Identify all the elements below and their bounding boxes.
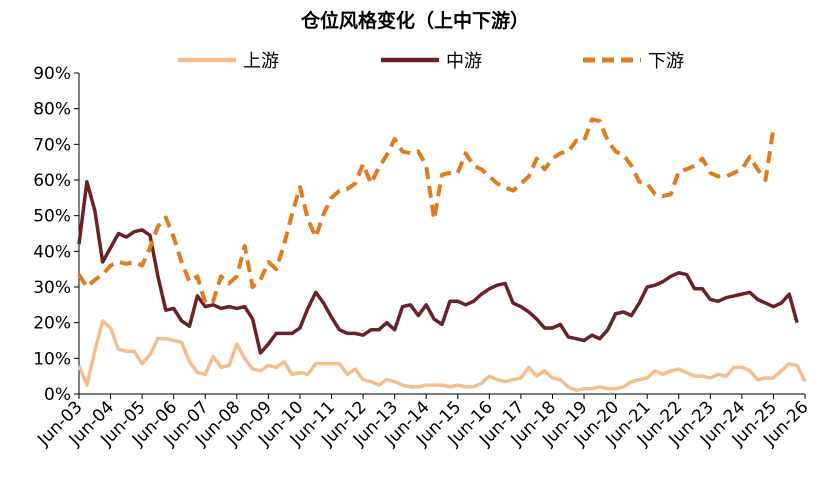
series-line-1 — [77, 319, 807, 393]
chart-title: 仓位风格变化（上中下游） — [300, 9, 529, 32]
x-axis: Jun-03Jun-04Jun-05Jun-06Jun-07Jun-08Jun-… — [33, 393, 813, 451]
legend: 上游 中游 下游 — [178, 51, 684, 72]
y-tick-label: 20% — [33, 314, 71, 334]
y-tick-label: 30% — [33, 278, 71, 298]
legend-label: 上游 — [243, 51, 279, 72]
legend-label: 中游 — [446, 51, 482, 72]
series-line-3 — [77, 117, 776, 306]
legend-label: 下游 — [648, 51, 684, 72]
y-tick-label: 90% — [33, 64, 71, 84]
y-tick-label: 80% — [33, 100, 71, 120]
y-tick-label: 70% — [33, 135, 71, 155]
y-tick-label: 10% — [33, 349, 71, 369]
y-tick-label: 60% — [33, 171, 71, 191]
y-tick-label: 0% — [44, 385, 71, 405]
series-line-2 — [77, 180, 799, 355]
y-tick-label: 50% — [33, 207, 71, 227]
y-tick-label: 40% — [33, 242, 71, 262]
series-group — [77, 117, 807, 393]
y-axis: 0% 10% 20% 30% 40% 50% 60% 70% 80% 90% — [33, 64, 80, 405]
